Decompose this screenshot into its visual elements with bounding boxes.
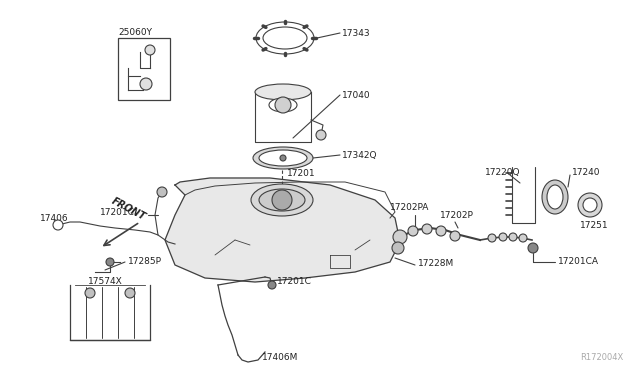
Circle shape <box>578 193 602 217</box>
Text: 17202P: 17202P <box>440 211 474 219</box>
Text: 17201C: 17201C <box>277 278 312 286</box>
Circle shape <box>392 242 404 254</box>
Circle shape <box>422 224 432 234</box>
Circle shape <box>583 198 597 212</box>
Text: 17202PA: 17202PA <box>390 202 429 212</box>
Text: 17343: 17343 <box>342 29 371 38</box>
Ellipse shape <box>542 180 568 214</box>
Ellipse shape <box>255 84 311 100</box>
Circle shape <box>140 78 152 90</box>
Text: 17201C: 17201C <box>100 208 135 217</box>
Bar <box>118 38 170 100</box>
Circle shape <box>450 231 460 241</box>
Circle shape <box>436 226 446 236</box>
Text: 17342Q: 17342Q <box>342 151 378 160</box>
Text: 17406M: 17406M <box>262 353 298 362</box>
Ellipse shape <box>251 184 313 216</box>
Circle shape <box>85 288 95 298</box>
Circle shape <box>519 234 527 242</box>
Text: 17240: 17240 <box>572 167 600 176</box>
Ellipse shape <box>259 189 305 211</box>
Circle shape <box>393 230 407 244</box>
Text: R172004X: R172004X <box>580 353 623 362</box>
Circle shape <box>528 243 538 253</box>
Ellipse shape <box>269 98 297 112</box>
Text: 17574X: 17574X <box>88 278 123 286</box>
Circle shape <box>509 233 517 241</box>
Circle shape <box>53 220 63 230</box>
Text: 17406: 17406 <box>40 214 68 222</box>
Circle shape <box>272 190 292 210</box>
Circle shape <box>499 233 507 241</box>
Text: FRONT: FRONT <box>110 196 147 222</box>
Text: 17251: 17251 <box>580 221 609 230</box>
Circle shape <box>106 258 114 266</box>
Circle shape <box>316 130 326 140</box>
Text: 17285P: 17285P <box>128 257 162 266</box>
Text: 17201: 17201 <box>287 169 316 177</box>
Ellipse shape <box>259 150 307 166</box>
Polygon shape <box>165 178 400 282</box>
Text: 25060Y: 25060Y <box>118 28 152 36</box>
Circle shape <box>125 288 135 298</box>
Ellipse shape <box>263 27 307 49</box>
Ellipse shape <box>547 185 563 209</box>
Circle shape <box>488 234 496 242</box>
Circle shape <box>280 155 286 161</box>
Circle shape <box>157 187 167 197</box>
Text: 17040: 17040 <box>342 90 371 99</box>
Circle shape <box>268 281 276 289</box>
Text: 17228M: 17228M <box>418 260 454 269</box>
Circle shape <box>275 97 291 113</box>
Text: 17201CA: 17201CA <box>558 257 599 266</box>
Ellipse shape <box>256 22 314 54</box>
Circle shape <box>145 45 155 55</box>
Ellipse shape <box>253 147 313 169</box>
Circle shape <box>408 226 418 236</box>
Text: 17220Q: 17220Q <box>485 167 520 176</box>
